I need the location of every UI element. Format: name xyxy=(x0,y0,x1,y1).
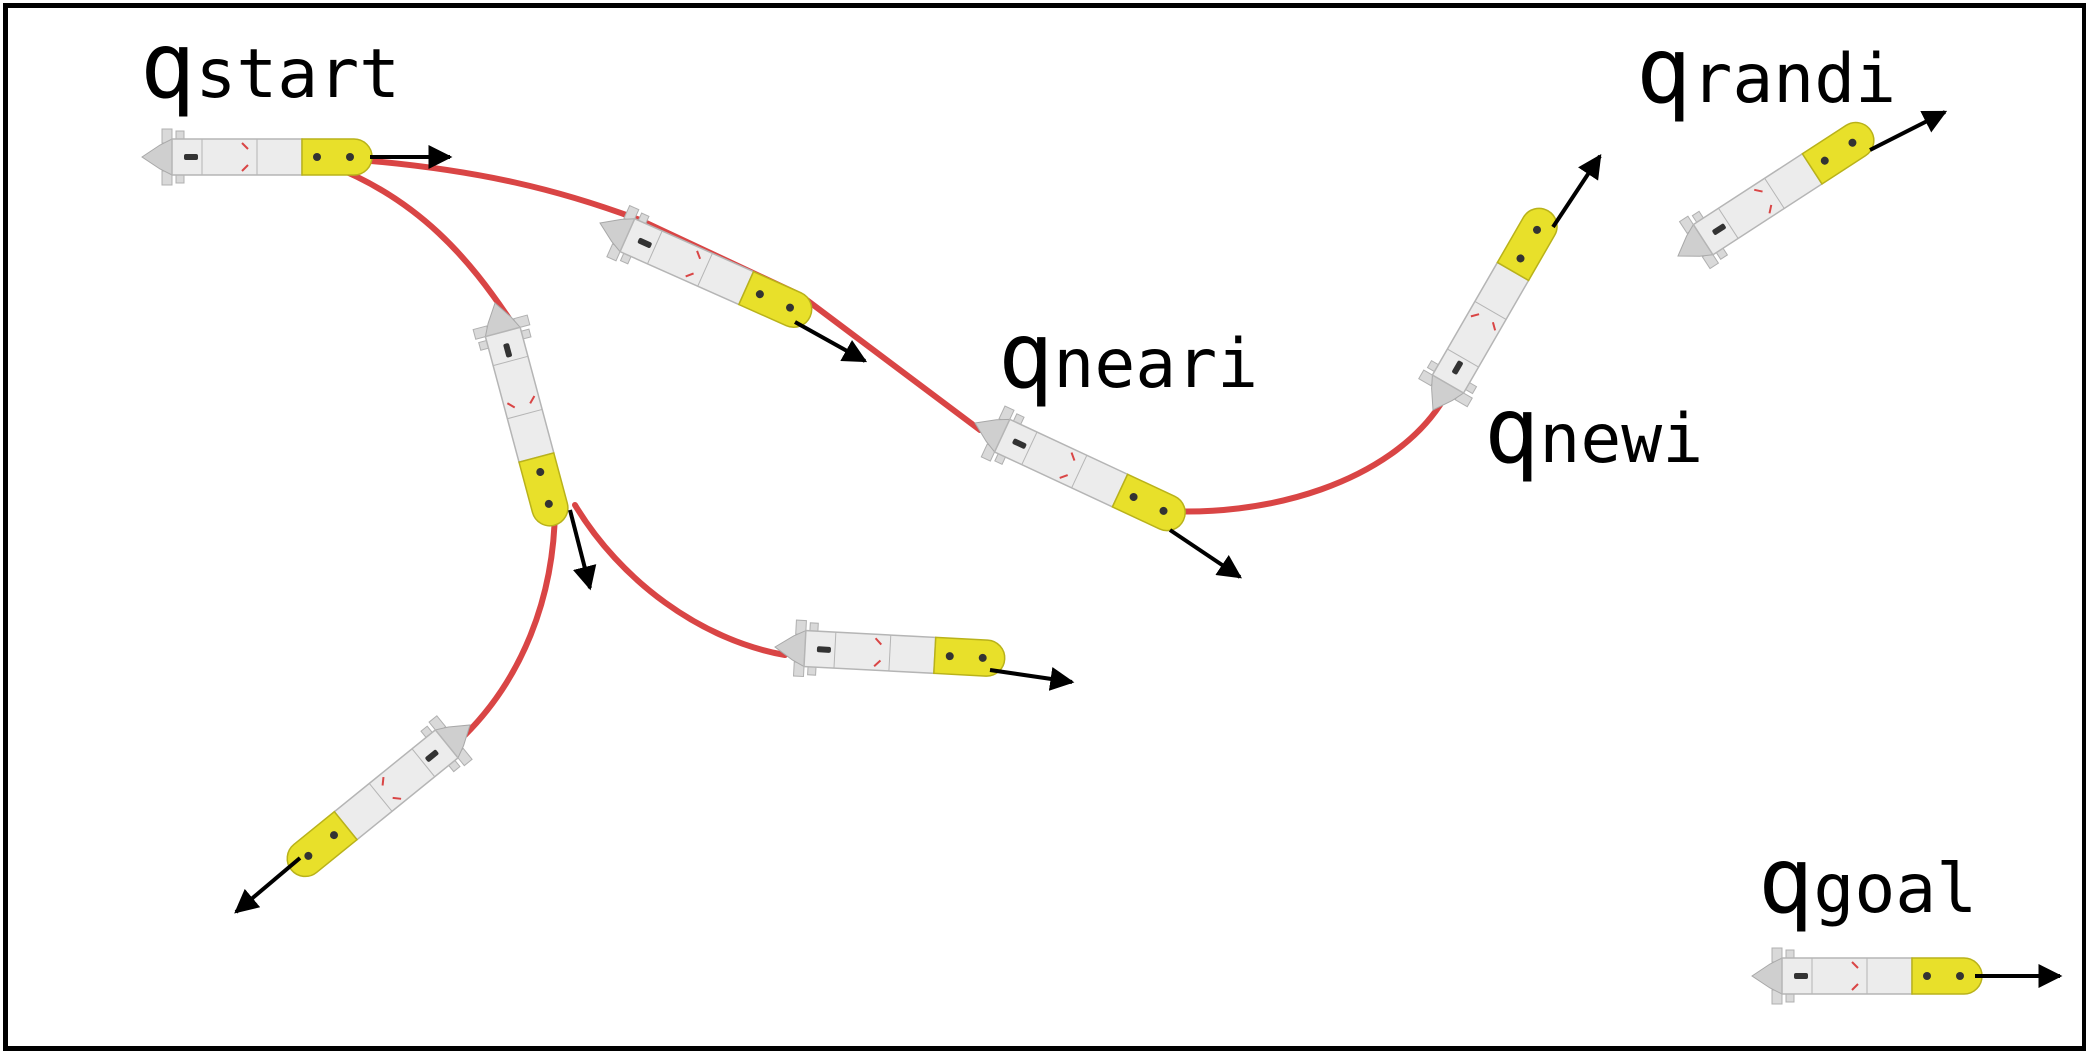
auv-vehicle-icon xyxy=(1661,106,1888,281)
heading-arrow-icon xyxy=(568,509,597,591)
label-subscript: neari xyxy=(1053,325,1259,404)
auv-vehicle-icon xyxy=(772,618,1008,688)
label-q-start: qstart xyxy=(140,20,400,112)
auv-near xyxy=(962,396,1197,547)
auv-vehicle-icon xyxy=(587,196,823,344)
heading-arrow-icon xyxy=(1869,110,1948,152)
auv-vehicle-icon xyxy=(1751,947,1983,1005)
label-q-symbol: q xyxy=(1484,377,1540,484)
auv-vehicle-icon xyxy=(466,294,583,534)
label-q-goal: qgoal xyxy=(1758,835,1977,927)
label-subscript: newi xyxy=(1539,400,1704,479)
edge-start-to-mid xyxy=(327,162,513,323)
heading-arrow-icon xyxy=(1551,153,1602,229)
heading-arrow-icon xyxy=(1168,528,1242,579)
label-q-symbol: q xyxy=(998,302,1054,409)
edge-mid-to-right xyxy=(572,502,788,658)
auv-vehicle-icon xyxy=(272,702,489,893)
diagram-frame xyxy=(3,3,2086,1051)
label-subscript: randi xyxy=(1691,40,1897,119)
auv-rand xyxy=(1661,106,1888,281)
auv-vehicle-icon xyxy=(962,396,1197,547)
auv-branch-mid xyxy=(466,294,583,534)
auv-start xyxy=(141,128,373,186)
auv-goal xyxy=(1751,947,1983,1005)
auv-branch-1 xyxy=(587,196,823,344)
auv-branch-right xyxy=(772,618,1008,688)
heading-arrow-icon xyxy=(794,320,868,363)
heading-arrow-icon xyxy=(234,856,302,914)
label-q-rand: qrandi xyxy=(1636,25,1896,117)
auv-vehicle-icon xyxy=(141,128,373,186)
label-q-symbol: q xyxy=(140,12,196,119)
heading-arrows xyxy=(234,110,2063,988)
label-q-symbol: q xyxy=(1758,827,1814,934)
edge-near-to-new xyxy=(1147,402,1443,515)
edge-mid-to-left xyxy=(462,502,558,738)
label-q-new: qnewi xyxy=(1484,385,1703,477)
label-subscript: goal xyxy=(1813,850,1978,929)
label-q-near: qneari xyxy=(998,310,1258,402)
label-q-symbol: q xyxy=(1636,17,1692,124)
auv-branch-left xyxy=(272,702,489,893)
edge-start-to-near xyxy=(357,157,983,433)
heading-arrow-icon xyxy=(989,666,1075,691)
label-subscript: start xyxy=(195,35,401,114)
